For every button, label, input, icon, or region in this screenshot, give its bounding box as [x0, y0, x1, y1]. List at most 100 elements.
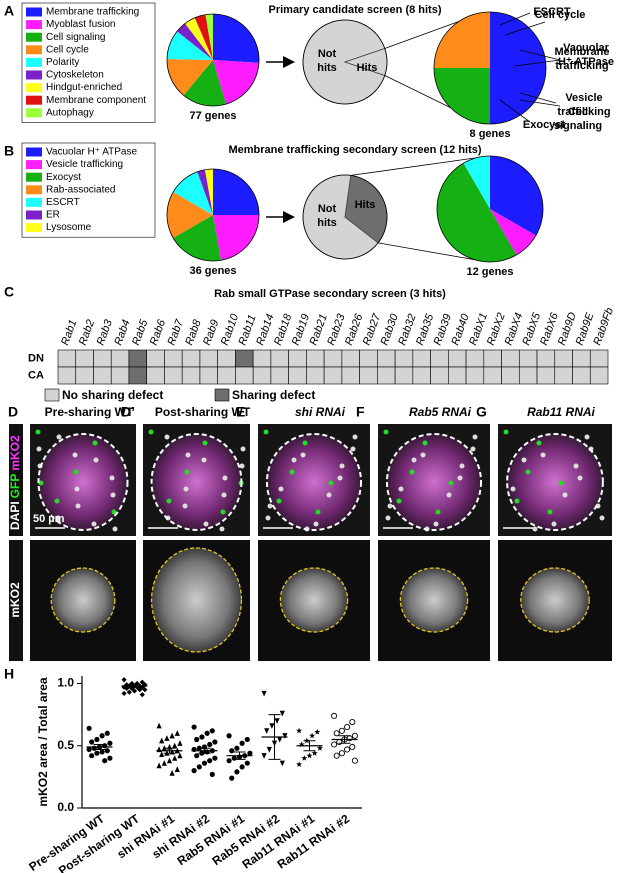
grid-cell [164, 349, 183, 368]
dot [261, 690, 267, 697]
dot [311, 750, 318, 756]
label: hits [317, 217, 337, 229]
label: Hits [355, 199, 376, 211]
grid-cell [448, 349, 467, 368]
nucleus [457, 475, 463, 481]
nucleus [35, 429, 41, 435]
grid-cell [430, 366, 449, 385]
outline [506, 433, 604, 531]
nucleus [263, 429, 269, 435]
dot [94, 750, 100, 756]
channel-label: DAPI [8, 501, 22, 530]
dot [301, 754, 308, 761]
dot [351, 757, 358, 764]
dot [212, 739, 218, 745]
outline [150, 547, 243, 653]
panel-letter: E [236, 404, 245, 420]
grid-cell [235, 349, 254, 368]
dot [166, 757, 173, 764]
dot [333, 752, 340, 759]
dot [107, 740, 113, 746]
label: Vesicle [565, 92, 602, 104]
nucleus [503, 429, 509, 435]
dot [344, 724, 351, 731]
legend-swatch [26, 147, 42, 157]
panel-title: shi RNAi [295, 405, 346, 419]
panel-letter: H [4, 666, 14, 682]
nucleus [166, 498, 172, 504]
dot [274, 718, 280, 724]
grid-cell [181, 349, 201, 368]
label: Vacuolar [563, 42, 610, 54]
nucleus [337, 475, 343, 481]
y-tick-label: 0.0 [57, 800, 74, 814]
dot [204, 730, 210, 736]
dot [239, 764, 245, 770]
nucleus [396, 498, 402, 504]
nucleus [315, 509, 321, 515]
grid-cell [536, 349, 556, 368]
legend-label: Membrane trafficking [46, 7, 139, 18]
outline [150, 433, 243, 531]
dot [264, 728, 270, 734]
dot [169, 770, 175, 776]
dot [266, 746, 272, 753]
dot [177, 740, 183, 746]
nucleus [409, 469, 415, 475]
panel-letter: C [4, 284, 14, 300]
nucleus [148, 429, 154, 435]
dot [338, 750, 345, 757]
grid-cell [483, 366, 502, 385]
row-label: CA [28, 369, 44, 381]
nucleus [265, 515, 271, 521]
pie-slice [183, 60, 226, 106]
dot [244, 736, 250, 743]
label-line [499, 12, 531, 26]
tissue [151, 434, 242, 530]
dot [191, 768, 197, 774]
label: Not [318, 48, 337, 60]
nucleus [448, 480, 454, 486]
pie-slice [167, 31, 213, 60]
dot [104, 748, 110, 754]
grid-cell [110, 366, 130, 385]
legend-swatch [214, 388, 230, 402]
grid-cell [554, 349, 573, 368]
grid-cell [323, 349, 343, 368]
nucleus [326, 492, 332, 498]
label: trafficking [555, 60, 608, 72]
tissue [520, 568, 590, 632]
dot [209, 728, 215, 734]
dot [209, 771, 215, 777]
label: H⁺ ATPase [558, 56, 614, 68]
dot [164, 735, 170, 741]
dot [174, 766, 180, 772]
legend-box [21, 2, 156, 123]
legend-swatch [26, 57, 42, 67]
nucleus [547, 509, 553, 515]
y-tick-label: 1.0 [57, 676, 74, 690]
dot [207, 758, 213, 764]
grid-cell [217, 366, 236, 385]
pie-slice [194, 14, 213, 61]
pie-slice [173, 215, 221, 261]
grid-cell [252, 366, 272, 385]
grid-cell [288, 366, 307, 385]
dot [234, 769, 240, 775]
nucleus [92, 440, 98, 446]
dot [316, 745, 323, 751]
grid-cell [75, 366, 94, 385]
dot [226, 733, 232, 739]
grid-cell [359, 366, 378, 385]
grid-cell [323, 366, 343, 385]
error-bar [338, 735, 351, 744]
label: Cell [568, 106, 588, 118]
nucleus [521, 457, 527, 463]
grid-cell [483, 349, 502, 368]
nucleus [577, 475, 583, 481]
grid-cell [75, 349, 94, 368]
channel-bg [9, 540, 23, 661]
pie-slice [173, 171, 213, 215]
legend-label: Polarity [46, 57, 79, 68]
